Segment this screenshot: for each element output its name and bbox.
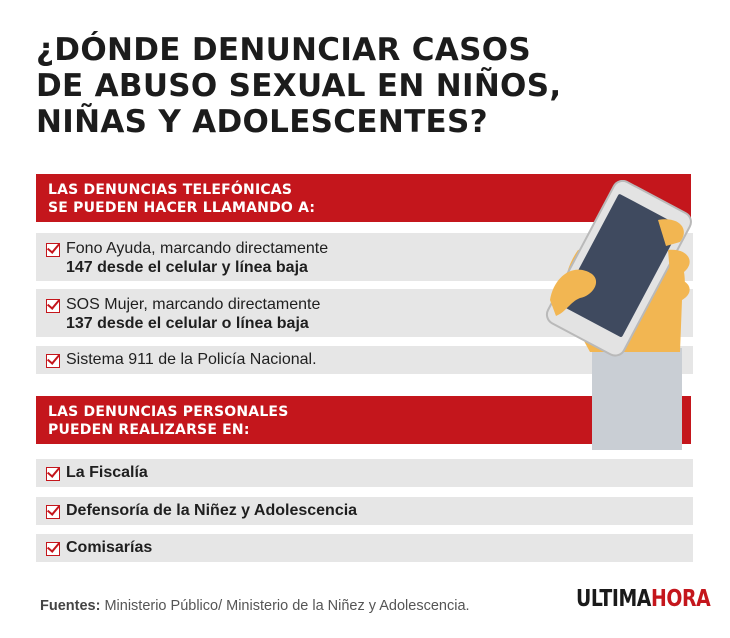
title-line-2: DE ABUSO SEXUAL EN NIÑOS, [36, 68, 562, 104]
section-header-phone: LAS DENUNCIAS TELEFÓNICAS SE PUEDEN HACE… [36, 174, 691, 222]
hand-holding-phone-icon [545, 180, 692, 450]
page-title: ¿DÓNDE DENUNCIAR CASOS DE ABUSO SEXUAL E… [36, 32, 696, 140]
section-header-line-2: PUEDEN REALIZARSE EN: [48, 422, 250, 438]
item-text-bold: 147 desde el celular y línea baja [66, 259, 308, 276]
item-text-bold: La Fiscalía [66, 464, 148, 481]
item-text: SOS Mujer, marcando directamente [66, 296, 321, 313]
list-item-defensoria: Defensoría de la Niñez y Adolescencia [36, 497, 693, 525]
item-text-bold: 137 desde el celular o línea baja [66, 315, 309, 332]
sources-text: Ministerio Público/ Ministerio de la Niñ… [100, 598, 470, 614]
title-line-1: ¿DÓNDE DENUNCIAR CASOS [36, 32, 531, 68]
section-header-personal: LAS DENUNCIAS PERSONALES PUEDEN REALIZAR… [36, 396, 691, 444]
sources-label: Fuentes: [40, 598, 101, 614]
checkbox-checked-icon [46, 467, 60, 481]
list-item-fiscalia: La Fiscalía [36, 459, 693, 487]
logo-part-2: HORA [651, 586, 711, 612]
list-item-sistema-911: Sistema 911 de la Policía Nacional. [36, 346, 693, 374]
sleeve-shape [592, 348, 682, 450]
checkbox-checked-icon [46, 354, 60, 368]
title-line-3: NIÑAS Y ADOLESCENTES? [36, 104, 488, 140]
checkbox-checked-icon [46, 542, 60, 556]
logo-part-1: ULTIMA [576, 586, 652, 612]
item-text-bold: Defensoría de la Niñez y Adolescencia [66, 502, 358, 519]
list-item-comisarias: Comisarías [36, 534, 693, 562]
checkbox-checked-icon [46, 505, 60, 519]
item-text: Sistema 911 de la Policía Nacional. [66, 351, 317, 368]
checkbox-checked-icon [46, 243, 60, 257]
thumb-shape [550, 269, 597, 316]
section-header-line-2: SE PUEDEN HACER LLAMANDO A: [48, 200, 316, 216]
section-header-line-1: LAS DENUNCIAS TELEFÓNICAS [48, 182, 293, 198]
item-text-bold: Comisarías [66, 539, 153, 556]
section-header-line-1: LAS DENUNCIAS PERSONALES [48, 404, 289, 420]
brand-logo: ULTIMAHORA [576, 586, 711, 612]
checkbox-checked-icon [46, 299, 60, 313]
item-text: Fono Ayuda, marcando directamente [66, 240, 329, 257]
sources-footer: Fuentes: Ministerio Público/ Ministerio … [40, 598, 470, 614]
